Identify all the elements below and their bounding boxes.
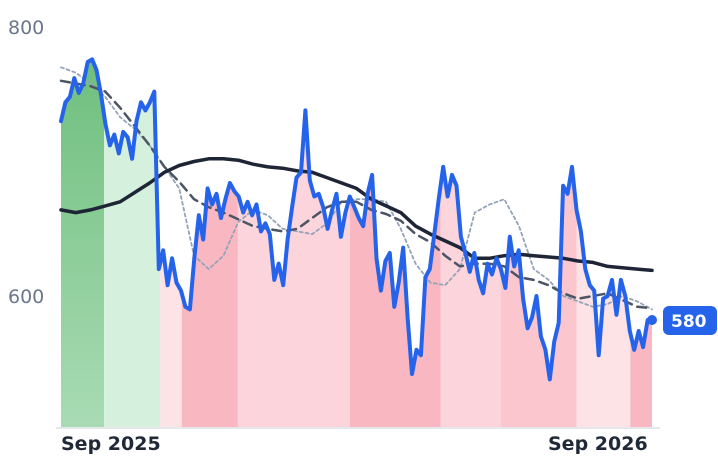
shaded-band — [440, 166, 501, 428]
shaded-band — [237, 110, 350, 429]
last-value-badge — [663, 306, 717, 335]
medium-average-line — [59, 79, 654, 310]
last-value-dot — [647, 315, 657, 325]
shaded-band — [160, 250, 182, 428]
price-line — [59, 57, 654, 382]
y-tick-label: 800 — [8, 17, 44, 39]
lines-layer — [59, 57, 654, 382]
long-average-line — [59, 157, 654, 273]
short-average-line — [60, 66, 653, 311]
y-tick-label: 600 — [8, 286, 44, 308]
shaded-band — [501, 166, 577, 428]
x-tick-label: Sep 2026 — [548, 433, 648, 455]
shaded-band — [104, 91, 161, 428]
shaded-area-layer — [61, 59, 652, 429]
shaded-band — [61, 59, 105, 429]
last-value-label: 580 — [671, 312, 707, 332]
x-tick-label: Sep 2025 — [61, 433, 161, 455]
